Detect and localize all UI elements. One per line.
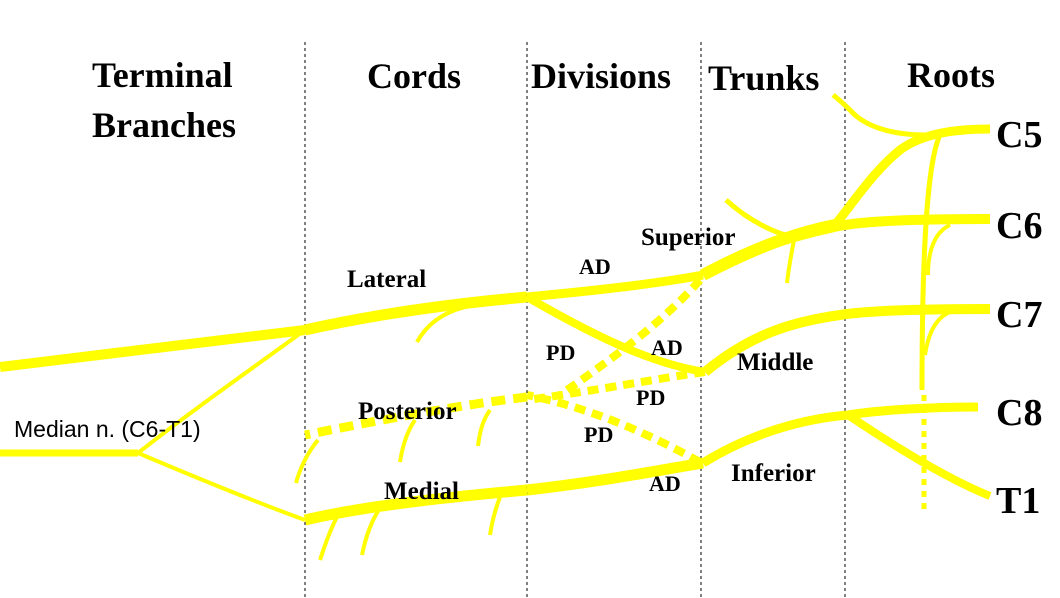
root-connector-c5-c8 [919,133,943,391]
root-twig-c6 [926,223,951,276]
superior-trunk-twig [785,234,797,284]
root-t1-nerve [845,411,992,500]
nerves [0,92,992,561]
root-twig-c7 [923,310,951,356]
median-lateral-root [136,328,307,455]
superior-trunk-branch [724,198,786,238]
median-medial-root [137,451,306,522]
label-t1: T1 [996,480,1040,522]
label-inferior-ad: AD [649,471,681,496]
root-c5-nerve [831,124,991,228]
posterior-cord-twig-1 [476,408,492,447]
middle-anterior-division [524,293,706,376]
trunk-labels: Superior Middle Inferior [641,224,816,487]
header-roots: Roots [907,55,995,95]
inferior-posterior-division [526,391,702,466]
cord-labels: Lateral Posterior Medial [347,266,459,505]
label-median-nerve: Median n. (C6-T1) [14,416,201,442]
root-c7-nerve [701,304,991,376]
superior-posterior-division [557,277,703,399]
label-lateral-cord: Lateral [347,266,426,293]
superior-anterior-division [526,270,704,302]
label-c5: C5 [996,114,1042,156]
label-superior-pd: PD [546,340,575,365]
header-terminal-line1: Terminal [92,55,233,95]
label-superior-ad: AD [579,254,611,279]
label-posterior-cord: Posterior [358,398,457,425]
superior-trunk [700,219,837,281]
inferior-anterior-division [526,457,704,496]
column-dividers [304,42,846,598]
label-inferior-pd: PD [584,422,613,447]
header-divisions: Divisions [531,56,671,96]
posterior-cord [304,392,528,440]
root-c8-nerve [700,402,979,467]
label-c7: C7 [996,294,1042,336]
medial-cord-twig-2 [360,506,382,556]
middle-posterior-division [526,368,706,404]
posterior-cord-twig-2 [398,418,417,463]
label-c6: C6 [996,205,1042,247]
label-middle-trunk: Middle [737,349,813,376]
medial-cord [303,484,528,526]
header-terminal-line2: Branches [92,105,236,145]
label-c8: C8 [996,392,1042,434]
root-labels: C5 C6 C7 C8 T1 [996,114,1042,522]
lateral-cord [303,291,528,336]
header-cords: Cords [367,56,461,96]
label-middle-pd: PD [636,385,665,410]
headers: Terminal Branches Cords Divisions Trunks… [92,55,995,145]
division-labels: AD PD AD PD PD AD [546,254,683,496]
medial-cord-twig-3 [318,514,340,561]
header-trunks: Trunks [708,58,819,98]
label-superior-trunk: Superior [641,224,735,251]
lateral-cord-twig [415,305,466,344]
label-middle-ad: AD [651,335,683,360]
lateral-terminal-branch [0,325,306,372]
label-inferior-trunk: Inferior [731,460,816,487]
c5-upper-branch [831,92,926,138]
medial-cord-twig-1 [488,496,502,536]
label-medial-cord: Medial [384,478,459,505]
posterior-cord-twig-3 [294,438,320,484]
